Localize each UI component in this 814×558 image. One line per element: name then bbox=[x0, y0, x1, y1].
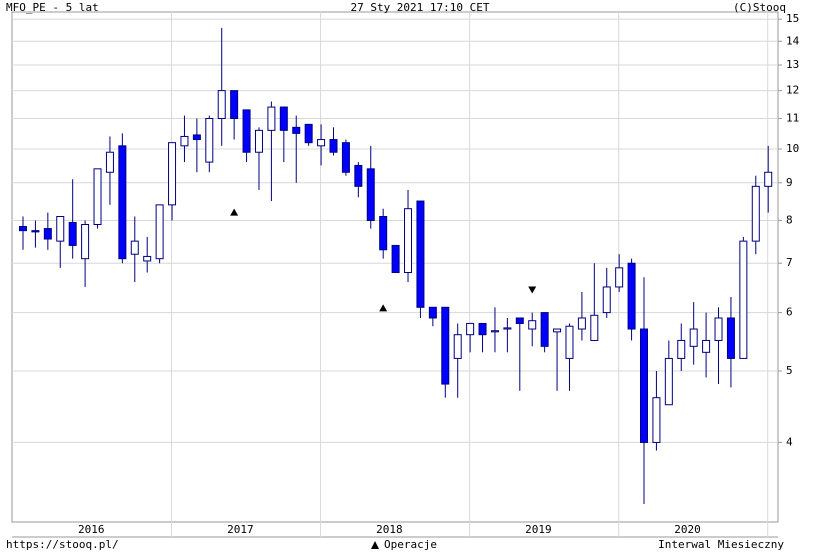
candle-body bbox=[19, 226, 27, 232]
y-tick-label: 13 bbox=[786, 58, 799, 71]
candle-body bbox=[764, 171, 773, 187]
candle-body bbox=[180, 135, 189, 147]
y-tick-label: 9 bbox=[786, 176, 793, 189]
candle-body bbox=[640, 328, 648, 443]
candle-body bbox=[292, 126, 301, 134]
candle-body bbox=[404, 208, 413, 274]
candle-body bbox=[317, 139, 326, 147]
candle-body bbox=[254, 129, 263, 153]
candle-body bbox=[267, 106, 276, 131]
candle-body bbox=[56, 215, 65, 242]
y-tick-label: 7 bbox=[786, 256, 793, 269]
candle-body bbox=[565, 325, 574, 359]
candle-body bbox=[478, 322, 487, 336]
candle-body bbox=[702, 339, 711, 353]
candle-body bbox=[441, 306, 450, 385]
candle-body bbox=[615, 267, 624, 288]
trade-marker bbox=[379, 304, 388, 312]
y-tick-label: 4 bbox=[786, 435, 793, 448]
y-tick-label: 8 bbox=[786, 213, 793, 226]
candle-body bbox=[677, 339, 686, 359]
legend-label: Operacje bbox=[384, 538, 437, 551]
candle-body bbox=[466, 322, 475, 336]
candle-body bbox=[515, 317, 524, 324]
candle-body bbox=[192, 134, 201, 141]
candle-body bbox=[726, 317, 735, 359]
candle-body bbox=[714, 317, 723, 341]
x-tick-label: 2019 bbox=[525, 523, 552, 536]
x-tick-label: 2017 bbox=[227, 523, 254, 536]
x-tick-label: 2016 bbox=[78, 523, 105, 536]
y-tick-label: 14 bbox=[786, 34, 800, 47]
candle-body bbox=[453, 334, 462, 359]
candle-body bbox=[664, 357, 673, 406]
candle-body bbox=[354, 164, 363, 187]
candle-body bbox=[43, 228, 52, 240]
candle-body bbox=[329, 139, 338, 153]
x-tick-label: 2020 bbox=[674, 523, 701, 536]
y-tick-label: 6 bbox=[786, 306, 793, 319]
y-tick-label: 10 bbox=[786, 142, 799, 155]
candle-body bbox=[577, 317, 586, 330]
candle-body bbox=[68, 221, 77, 246]
candle-body bbox=[143, 255, 152, 262]
candle-body bbox=[503, 327, 512, 330]
candle-body bbox=[130, 240, 139, 255]
candle-body bbox=[553, 328, 562, 333]
chart-title: MFO_PE - 5 lat bbox=[6, 1, 99, 14]
trade-marker bbox=[528, 286, 537, 294]
y-tick-label: 12 bbox=[786, 84, 799, 97]
candle-body bbox=[155, 204, 164, 260]
copyright: (C)Stooq bbox=[733, 1, 786, 14]
candle-body bbox=[540, 312, 549, 347]
candle-body bbox=[627, 262, 636, 330]
candle-body bbox=[118, 145, 127, 260]
candle-body bbox=[689, 328, 698, 347]
candle-body bbox=[602, 286, 611, 314]
candle-body bbox=[230, 90, 239, 119]
candle-body bbox=[366, 168, 375, 221]
y-tick-label: 11 bbox=[786, 111, 799, 124]
candle-body bbox=[528, 320, 537, 330]
source: https://stooq.pl/ bbox=[6, 538, 119, 551]
candle-body bbox=[490, 330, 499, 333]
candle-body bbox=[81, 224, 90, 260]
y-tick-label: 5 bbox=[786, 364, 793, 377]
candle-body bbox=[217, 90, 226, 119]
candle-body bbox=[416, 200, 425, 308]
candle-body bbox=[242, 109, 251, 153]
candle-body bbox=[279, 106, 288, 131]
y-tick-label: 15 bbox=[786, 12, 799, 25]
x-tick-label: 2018 bbox=[376, 523, 403, 536]
candle-body bbox=[168, 142, 177, 206]
candle-body bbox=[105, 151, 114, 173]
candle-body bbox=[93, 168, 102, 226]
legend-marker bbox=[371, 541, 379, 549]
datetime: 27 Sty 2021 17:10 CET bbox=[350, 1, 489, 14]
candle-body bbox=[341, 142, 350, 173]
candle-body bbox=[590, 314, 599, 341]
candle-body bbox=[379, 215, 388, 251]
candle-body bbox=[652, 397, 661, 443]
candle-body bbox=[31, 230, 40, 233]
candle-body bbox=[751, 185, 760, 242]
trade-marker bbox=[230, 208, 239, 216]
candle-body bbox=[391, 244, 400, 274]
candle-body bbox=[428, 306, 437, 319]
candle-body bbox=[205, 117, 214, 163]
candle-body bbox=[304, 123, 313, 144]
candle-body bbox=[739, 240, 748, 359]
interval: Interwal Miesieczny bbox=[658, 538, 784, 551]
